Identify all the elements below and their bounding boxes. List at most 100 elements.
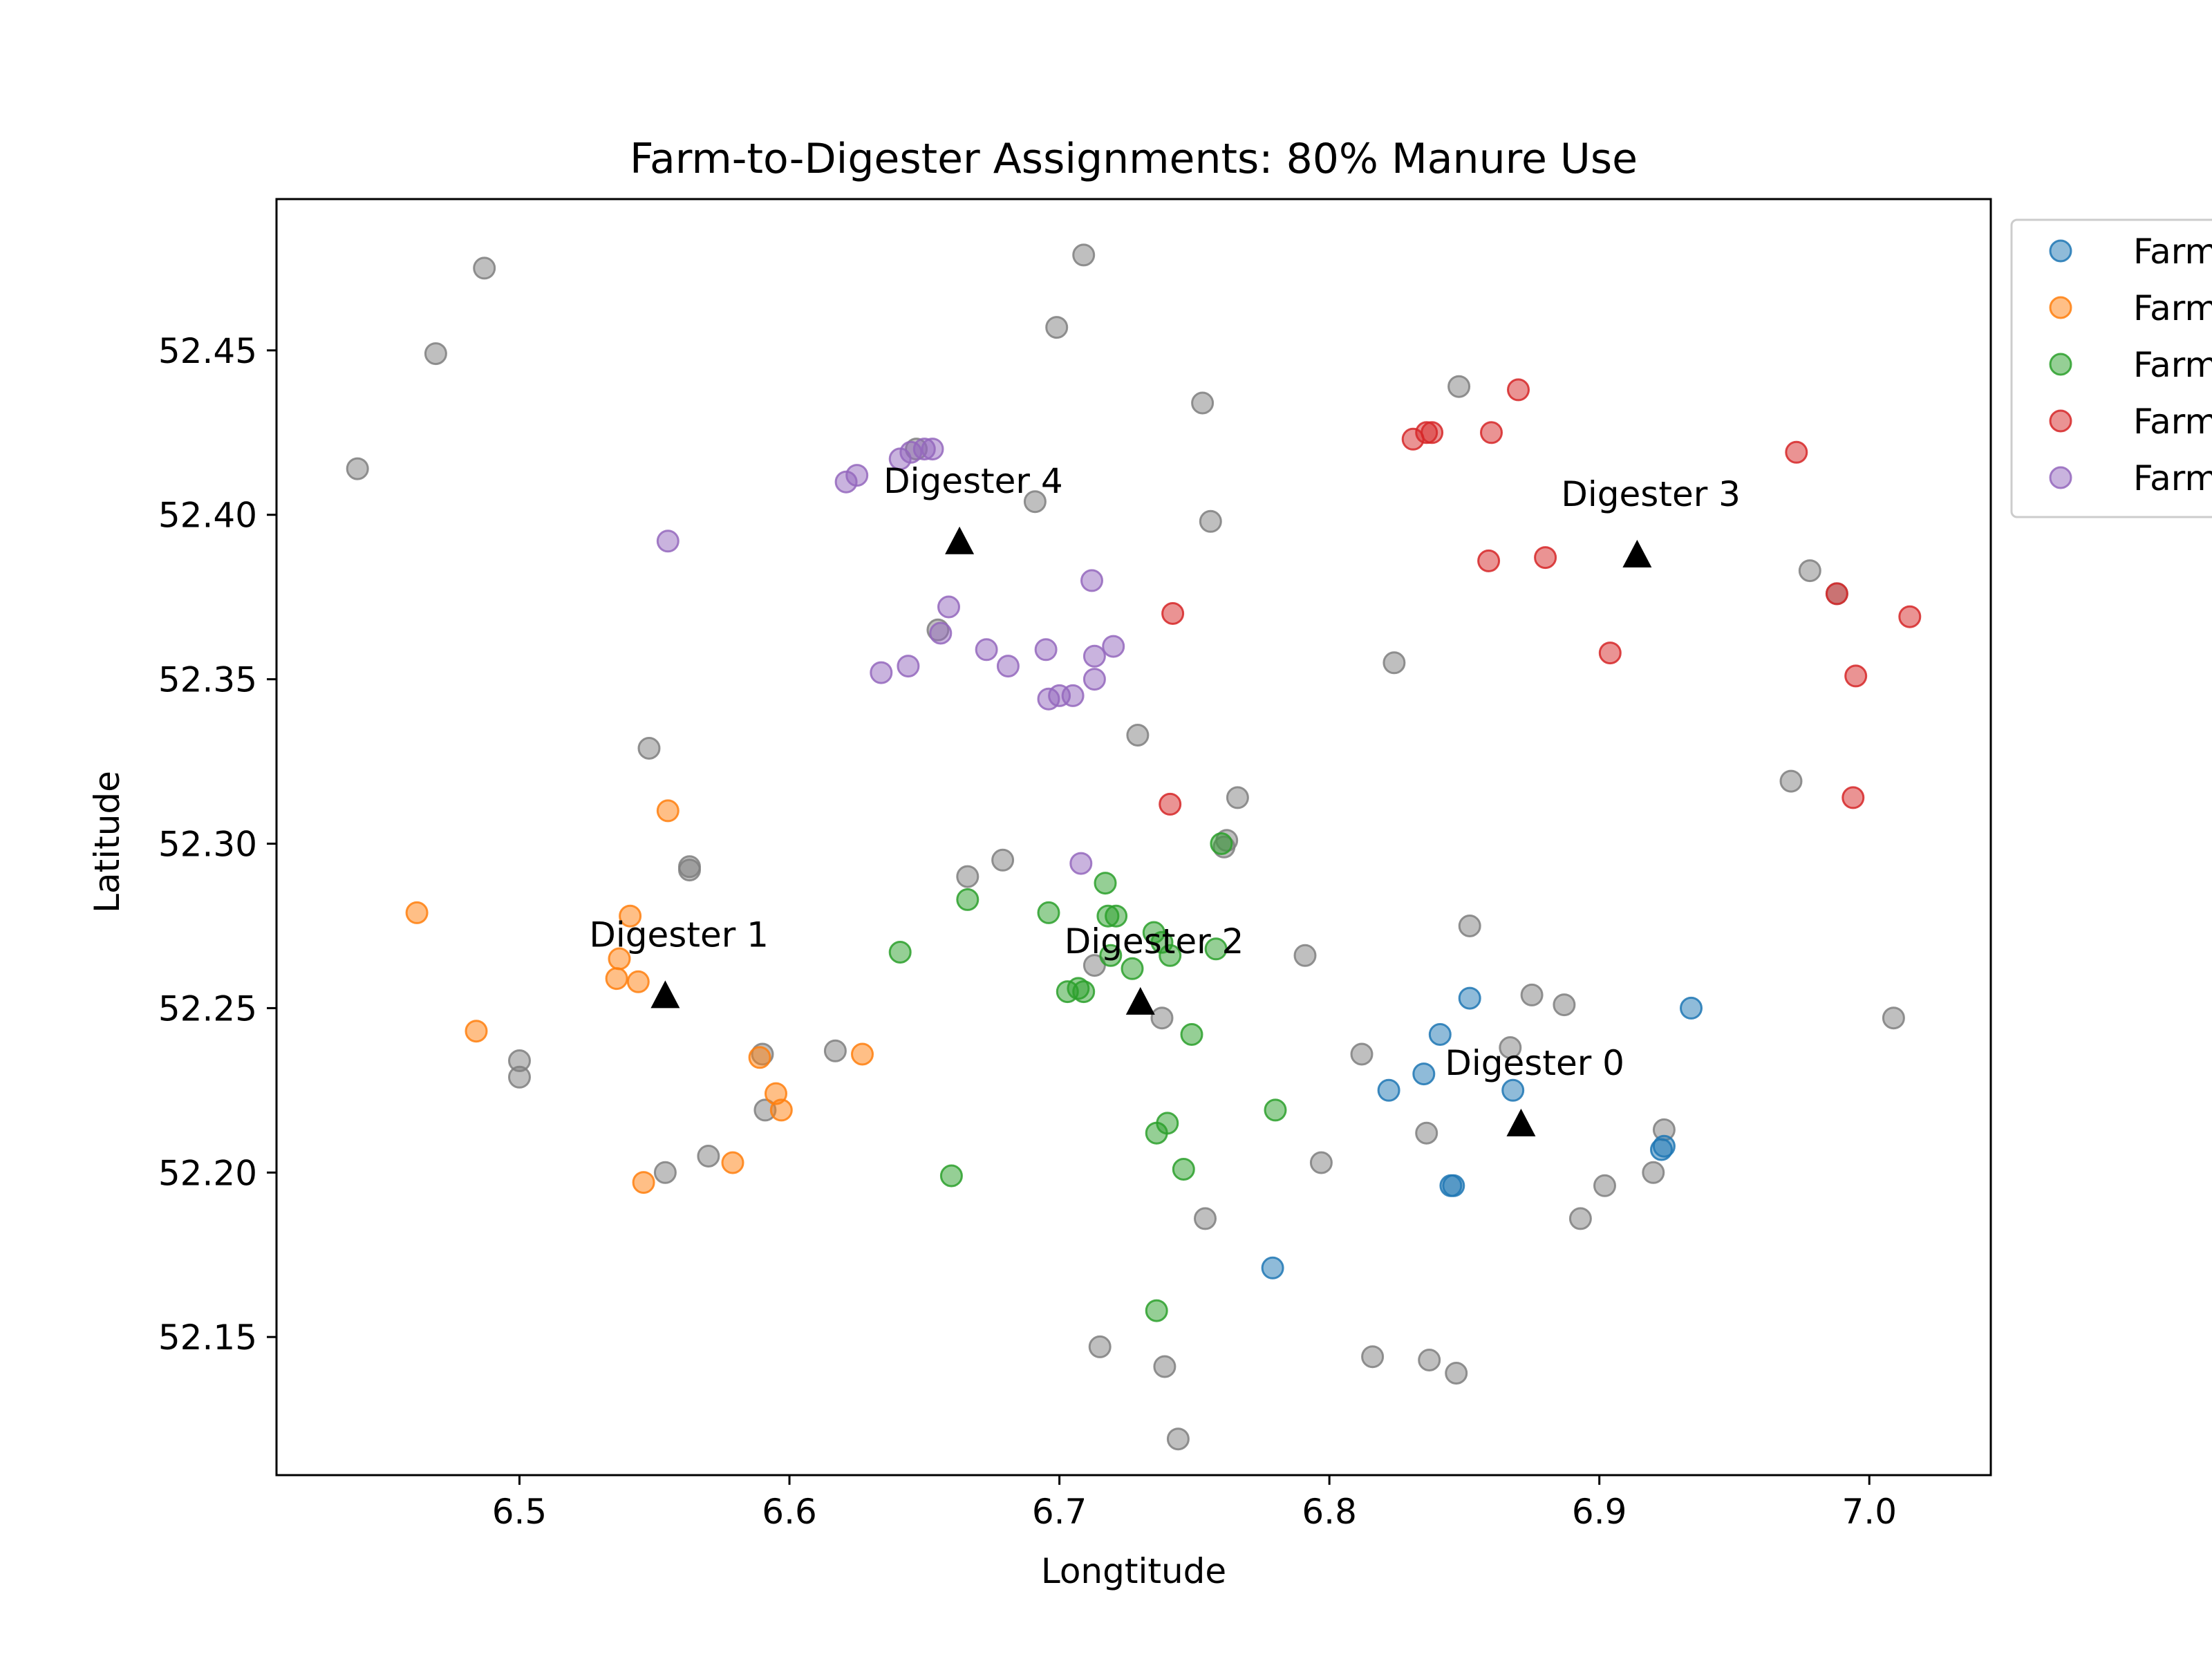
farm-point-s4-3 (888, 447, 912, 471)
farm-point-s2-17 (1264, 1098, 1287, 1122)
legend-label-2: Farm (2133, 345, 2212, 385)
unassigned-farm-point-35 (1499, 1036, 1522, 1059)
farm-point-s4-8 (937, 595, 960, 619)
farm-point-s0-4 (1501, 1078, 1525, 1102)
farm-point-s1-8 (851, 1042, 874, 1066)
y-tick-label-6: 52.45 (158, 331, 257, 371)
unassigned-farm-point-22 (956, 865, 980, 888)
unassigned-farm-point-42 (1642, 1161, 1665, 1184)
farm-point-s3-11 (1598, 641, 1622, 665)
farm-point-s1-4 (605, 967, 628, 991)
grey-farm-points (346, 243, 1905, 1451)
y-tick-label-2: 52.25 (158, 988, 257, 1029)
legend-marker-1 (2049, 296, 2072, 319)
farm-point-s2-16 (1180, 1023, 1203, 1046)
digester-labels: Digester 0 Digester 1 Digester 2 Digester 3… (589, 461, 1741, 1083)
unassigned-farm-point-31 (508, 1065, 531, 1089)
unassigned-farm-point-8 (1199, 509, 1222, 533)
farm-point-s1-0 (405, 901, 429, 924)
unassigned-farm-point-29 (1882, 1006, 1905, 1030)
farm-point-s0-7 (1652, 1134, 1676, 1158)
unassigned-farm-point-37 (1415, 1121, 1438, 1145)
unassigned-farm-point-39 (697, 1145, 720, 1168)
farm-point-s3-4 (1480, 421, 1503, 444)
legend-label-3: Farm (2133, 402, 2212, 442)
unassigned-farm-point-44 (1568, 1207, 1592, 1230)
x-axis: 6.5 6.6 6.7 6.8 6.9 7.0 (492, 1475, 1897, 1532)
unassigned-farm-point-7 (1023, 490, 1047, 514)
unassigned-farm-point-6 (1447, 375, 1471, 398)
unassigned-farm-point-12 (1382, 651, 1406, 675)
farm-point-s4-18 (1061, 684, 1085, 707)
farm-point-s3-5 (1785, 440, 1808, 464)
legend-marker-3 (2049, 409, 2072, 433)
farm-point-s2-10 (1159, 944, 1182, 967)
unassigned-farm-point-50 (1445, 1362, 1468, 1385)
farm-point-s0-0 (1458, 986, 1481, 1010)
farm-point-s3-6 (1534, 546, 1557, 570)
legend-label-1: Farm (2133, 288, 2212, 328)
legend-label-4: Farm (2133, 458, 2212, 498)
farm-point-s1-7 (748, 1046, 771, 1069)
farm-point-s2-5 (1105, 904, 1128, 928)
farm-point-s3-9 (1898, 605, 1922, 628)
farm-point-s2-8 (1204, 937, 1228, 961)
unassigned-farm-point-27 (1553, 993, 1576, 1017)
farm-point-s4-11 (1034, 638, 1058, 662)
unassigned-farm-point-25 (1082, 954, 1106, 977)
farm-point-s2-22 (1145, 1299, 1168, 1322)
unassigned-farm-point-14 (637, 737, 661, 760)
farm-point-s3-13 (1159, 792, 1182, 816)
unassigned-farm-point-20 (678, 859, 701, 882)
legend-box (2010, 218, 2212, 518)
farm-point-s3-0 (1507, 378, 1530, 402)
farm-point-s2-21 (939, 1164, 963, 1188)
unassigned-farm-point-47 (1361, 1345, 1385, 1369)
farm-point-s0-9 (1442, 1174, 1465, 1197)
digester-label-1: Digester 1 (589, 915, 769, 955)
digester-marker-0 (1506, 1108, 1536, 1136)
x-axis-title: Longtitude (1041, 1551, 1226, 1591)
x-tick-label-1: 6.6 (762, 1492, 817, 1532)
farm-point-s1-12 (632, 1171, 655, 1194)
farm-point-s0-1 (1428, 1023, 1452, 1046)
farm-point-s4-19 (1037, 687, 1060, 711)
y-axis-title: Latitude (87, 771, 127, 913)
unassigned-farm-point-33 (823, 1039, 847, 1062)
x-tick-label-4: 6.9 (1572, 1492, 1627, 1532)
farm-point-s4-7 (1080, 569, 1103, 592)
unassigned-farm-point-4 (1045, 316, 1069, 339)
legend: Farm Farm Farm Farm Farm (2010, 218, 2212, 518)
farm-point-s2-19 (1145, 1121, 1168, 1145)
farm-point-s2-12 (1121, 957, 1144, 980)
unassigned-farm-point-41 (1309, 1151, 1333, 1174)
farm-point-s3-2 (1421, 421, 1444, 444)
y-tick-label-3: 52.30 (158, 825, 257, 865)
legend-marker-0 (2049, 239, 2072, 263)
unassigned-farm-point-51 (1166, 1427, 1190, 1451)
digester-marker-4 (945, 526, 975, 554)
farm-point-s3-3 (1401, 427, 1425, 451)
digester-marker-3 (1622, 539, 1652, 568)
farm-point-s3-14 (1841, 786, 1865, 809)
legend-marker-4 (2049, 466, 2072, 489)
farm-point-s3-8 (1825, 582, 1848, 606)
digester-marker-2 (1125, 986, 1155, 1015)
unassigned-farm-point-28 (1150, 1006, 1174, 1030)
y-tick-label-4: 52.35 (158, 660, 257, 700)
farm-point-s4-9 (1102, 635, 1125, 658)
farm-point-s4-20 (929, 621, 953, 645)
farm-point-s4-6 (656, 529, 679, 553)
farm-point-s2-15 (1072, 980, 1096, 1004)
farm-point-s4-12 (1082, 644, 1106, 668)
unassigned-farm-point-5 (1191, 391, 1215, 415)
farm-point-s0-5 (1680, 996, 1703, 1020)
digester-label-0: Digester 0 (1445, 1043, 1624, 1083)
unassigned-farm-point-23 (1458, 915, 1481, 937)
chart-title: Farm-to-Digester Assignments: 80% Manure… (630, 135, 1638, 183)
legend-label-0: Farm (2133, 232, 2212, 272)
unassigned-farm-point-46 (1088, 1335, 1112, 1358)
unassigned-farm-point-43 (1593, 1174, 1616, 1197)
unassigned-farm-point-34 (1350, 1042, 1374, 1066)
